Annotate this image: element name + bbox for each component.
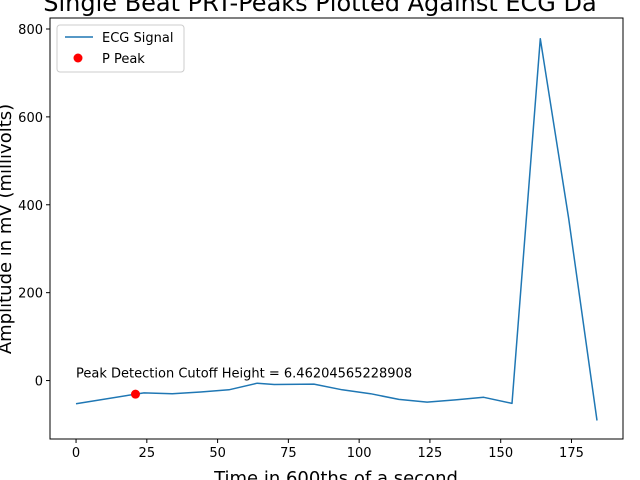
x-tick-label: 175 [559,446,584,461]
x-tick-label: 50 [209,446,226,461]
x-tick-label: 100 [347,446,372,461]
y-tick-label: 200 [18,287,43,302]
legend-ppeak-marker [73,53,83,63]
y-tick-label: 0 [35,375,43,390]
x-axis-ticks: 0 25 50 75 100 125 150 175 [72,439,584,461]
x-tick-label: 150 [488,446,513,461]
plot-frame [49,17,624,440]
legend-ppeak-label: P Peak [102,52,145,67]
x-axis-label: Time in 600ths of a second [213,468,458,480]
x-tick-label: 0 [72,446,80,461]
y-tick-label: 600 [18,111,43,126]
x-tick-label: 25 [139,446,156,461]
y-tick-label: 400 [18,199,43,214]
y-tick-label: 800 [18,23,43,38]
cutoff-annotation: Peak Detection Cutoff Height = 6.4620456… [76,367,412,382]
legend-ecg-label: ECG Signal [102,31,173,46]
x-tick-label: 125 [418,446,443,461]
chart-title: Single Beat PRT-Peaks Plotted Against EC… [43,0,596,17]
plot-area [75,37,598,421]
y-axis-ticks: 0 200 400 600 800 [18,23,50,390]
legend: ECG Signal P Peak [56,24,185,73]
x-tick-label: 75 [280,446,297,461]
ecg-signal-line [75,37,598,421]
y-axis-label: Amplitude in mV (millivolts) [0,104,16,354]
p-peak-point [130,389,140,399]
